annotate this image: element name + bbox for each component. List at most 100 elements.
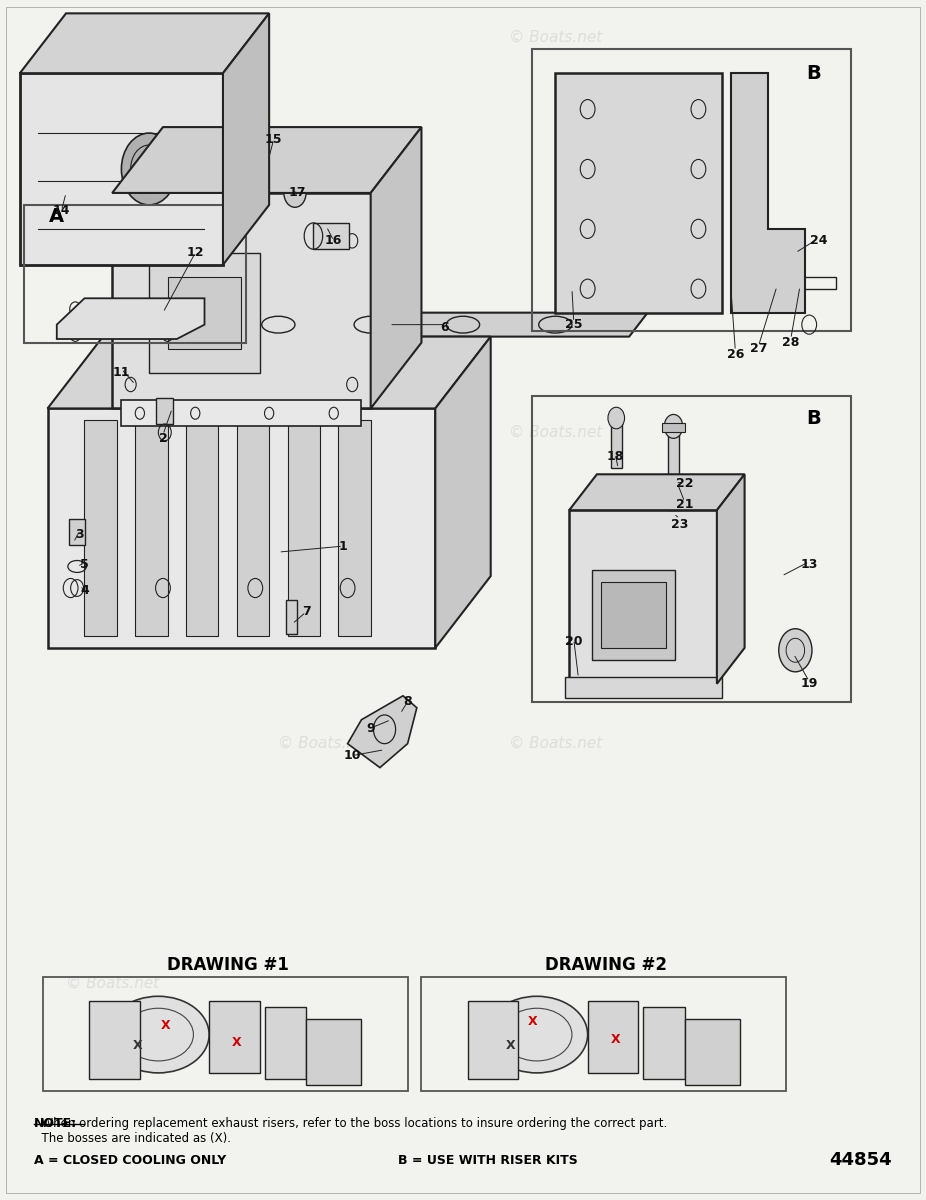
Text: DRAWING #1: DRAWING #1	[167, 956, 289, 974]
Bar	[149, 253, 260, 372]
Text: 14: 14	[53, 204, 70, 217]
Bar	[84, 420, 117, 636]
Text: © Boats.net: © Boats.net	[121, 30, 214, 44]
Bar	[263, 133, 280, 167]
Circle shape	[779, 629, 812, 672]
Text: 24: 24	[809, 234, 827, 247]
Bar	[668, 432, 679, 510]
Text: 19: 19	[800, 677, 818, 690]
Text: X: X	[610, 1033, 620, 1046]
Bar	[643, 1007, 684, 1079]
Bar	[168, 277, 242, 348]
Text: 16: 16	[325, 234, 343, 247]
Text: 23: 23	[671, 518, 689, 532]
Polygon shape	[186, 313, 647, 337]
Text: 12: 12	[186, 246, 204, 259]
Bar	[307, 1019, 361, 1085]
Text: A = CLOSED COOLING ONLY: A = CLOSED COOLING ONLY	[33, 1154, 226, 1166]
Text: 25: 25	[565, 318, 582, 331]
Text: X: X	[133, 1039, 143, 1052]
Polygon shape	[56, 299, 205, 340]
Bar	[288, 420, 319, 636]
Circle shape	[608, 407, 624, 428]
Bar	[532, 396, 851, 702]
Text: © Boats.net: © Boats.net	[66, 976, 158, 991]
Bar	[797, 277, 836, 289]
Bar	[237, 420, 269, 636]
Bar	[121, 400, 361, 426]
Polygon shape	[435, 337, 491, 648]
Text: X: X	[507, 1039, 516, 1052]
Text: 26: 26	[727, 348, 744, 361]
Bar	[556, 73, 721, 313]
Bar	[338, 420, 370, 636]
Bar	[92, 308, 156, 332]
Text: 13: 13	[800, 558, 818, 570]
Text: 4: 4	[81, 584, 89, 596]
Bar	[69, 518, 85, 545]
Text: 5: 5	[81, 558, 89, 570]
Bar	[565, 677, 721, 698]
Text: 2: 2	[158, 432, 168, 445]
Bar	[611, 420, 621, 468]
Text: © Boats.net: © Boats.net	[121, 425, 214, 440]
Text: 44854: 44854	[830, 1151, 893, 1169]
Bar	[186, 420, 219, 636]
Bar	[588, 1001, 638, 1073]
Text: 6: 6	[440, 320, 449, 334]
Text: 9: 9	[367, 721, 375, 734]
Bar	[156, 397, 173, 424]
Text: 21: 21	[676, 498, 694, 511]
Polygon shape	[717, 474, 745, 684]
Circle shape	[664, 414, 682, 438]
Text: X: X	[232, 1037, 242, 1050]
Text: 7: 7	[302, 606, 310, 618]
Bar	[47, 408, 435, 648]
Bar	[265, 1007, 307, 1079]
Text: 10: 10	[344, 749, 361, 762]
Bar	[24, 205, 246, 342]
Bar	[286, 600, 297, 634]
Text: © Boats.net: © Boats.net	[508, 425, 602, 440]
Text: 3: 3	[76, 528, 84, 541]
Polygon shape	[19, 13, 269, 73]
Circle shape	[284, 179, 307, 208]
Text: A: A	[49, 208, 64, 227]
Polygon shape	[347, 696, 417, 768]
Bar	[684, 1019, 740, 1085]
Polygon shape	[47, 337, 491, 408]
Bar	[532, 49, 851, 331]
Bar	[19, 73, 223, 265]
Bar	[313, 223, 348, 250]
Ellipse shape	[486, 996, 588, 1073]
Polygon shape	[569, 474, 745, 510]
Text: 20: 20	[565, 636, 582, 648]
Bar	[569, 510, 717, 684]
Bar	[43, 977, 407, 1091]
Text: © Boats.net: © Boats.net	[278, 736, 371, 751]
Text: X: X	[161, 1019, 170, 1032]
Text: NOTE:: NOTE:	[33, 1117, 77, 1130]
Text: When ordering replacement exhaust risers, refer to the boss locations to insure : When ordering replacement exhaust risers…	[33, 1117, 667, 1145]
Bar	[135, 420, 168, 636]
Text: 11: 11	[113, 366, 131, 379]
Bar	[112, 193, 370, 408]
Text: © Boats.net: © Boats.net	[508, 30, 602, 44]
Text: © Boats.net: © Boats.net	[508, 736, 602, 751]
Text: X: X	[528, 1015, 537, 1028]
Text: 15: 15	[265, 132, 282, 145]
Bar	[209, 1001, 260, 1073]
Bar	[421, 977, 786, 1091]
Text: B = USE WITH RISER KITS: B = USE WITH RISER KITS	[398, 1154, 578, 1166]
Polygon shape	[731, 73, 805, 313]
Bar	[593, 570, 675, 660]
Text: B: B	[807, 64, 821, 83]
Text: B: B	[807, 408, 821, 427]
Text: 8: 8	[404, 695, 412, 708]
Text: 17: 17	[288, 186, 306, 199]
Bar	[662, 422, 684, 432]
Polygon shape	[223, 13, 269, 265]
Text: 28: 28	[782, 336, 799, 349]
Polygon shape	[112, 127, 421, 193]
Circle shape	[121, 133, 177, 205]
